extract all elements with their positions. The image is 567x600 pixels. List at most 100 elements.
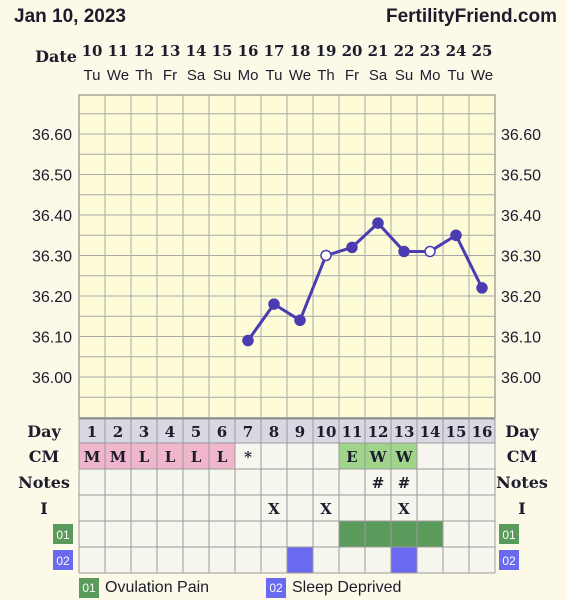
cycle-day: 16 bbox=[472, 423, 493, 441]
y-tick-label-right: 36.40 bbox=[501, 208, 541, 225]
y-tick-label-left: 36.10 bbox=[32, 330, 72, 347]
y-tick-label-left: 36.00 bbox=[32, 370, 72, 387]
cycle-day: 15 bbox=[446, 423, 467, 441]
cm-highlight bbox=[157, 443, 183, 469]
temperature-point bbox=[476, 282, 488, 294]
date-day: 22 bbox=[394, 42, 415, 60]
y-tick-label-right: 36.30 bbox=[501, 249, 541, 266]
y-tick-label-left: 36.20 bbox=[32, 289, 72, 306]
date-weekday: We bbox=[107, 67, 129, 84]
cycle-day: 1 bbox=[87, 423, 97, 441]
custom-01-mark bbox=[339, 521, 365, 547]
date-weekday: Tu bbox=[84, 67, 101, 84]
row-label-intercourse-right: I bbox=[518, 499, 525, 518]
custom-code-text-right: 01 bbox=[502, 528, 516, 542]
row-label-cm-right: CM bbox=[507, 447, 537, 466]
y-tick-label-left: 36.60 bbox=[32, 127, 72, 144]
date-day: 16 bbox=[238, 42, 259, 60]
cm-value: W bbox=[369, 448, 388, 466]
date-day: 23 bbox=[420, 42, 441, 60]
date-day: 11 bbox=[108, 42, 129, 60]
row-label-day-right: Day bbox=[505, 422, 539, 441]
legend-label-01: Ovulation Pain bbox=[105, 579, 210, 596]
cm-highlight bbox=[365, 443, 391, 469]
custom-code-text-left: 01 bbox=[56, 528, 70, 542]
cm-value: L bbox=[191, 448, 202, 466]
date-day: 18 bbox=[290, 42, 311, 60]
custom-02-mark bbox=[391, 547, 417, 573]
y-tick-label-right: 36.20 bbox=[501, 289, 541, 306]
cm-value: M bbox=[84, 448, 101, 466]
date-weekday: Su bbox=[395, 67, 413, 84]
cycle-day: 4 bbox=[165, 423, 175, 441]
temperature-point bbox=[372, 217, 384, 229]
site-name: FertilityFriend.com bbox=[385, 6, 557, 27]
row-label-notes-right: Notes bbox=[496, 473, 548, 492]
cycle-day: 8 bbox=[269, 423, 279, 441]
cm-highlight bbox=[105, 443, 131, 469]
date-day: 12 bbox=[134, 42, 155, 60]
date-weekday: Fr bbox=[345, 67, 359, 84]
y-tick-label-right: 36.50 bbox=[501, 168, 541, 185]
date-day: 25 bbox=[472, 42, 493, 60]
cycle-day: 10 bbox=[316, 423, 337, 441]
temperature-point bbox=[398, 245, 410, 258]
temperature-line bbox=[246, 221, 484, 342]
temperature-point bbox=[450, 229, 462, 241]
cm-highlight bbox=[339, 443, 365, 469]
cycle-day: 7 bbox=[243, 423, 253, 441]
temperature-point bbox=[346, 241, 358, 254]
date-day: 13 bbox=[160, 42, 181, 60]
chart-date: Jan 10, 2023 bbox=[14, 6, 126, 27]
cm-value: E bbox=[346, 448, 357, 466]
cm-value: L bbox=[139, 448, 150, 466]
custom-code-box-right bbox=[499, 524, 519, 544]
date-weekday: Fr bbox=[163, 67, 177, 84]
cm-highlight bbox=[209, 443, 235, 469]
cm-value: L bbox=[217, 448, 228, 466]
cm-value: W bbox=[395, 448, 414, 466]
temperature-point bbox=[268, 298, 280, 310]
date-weekday: Su bbox=[213, 67, 231, 84]
cycle-day: 13 bbox=[394, 423, 415, 441]
custom-02-mark bbox=[287, 547, 313, 573]
custom-code-text-right: 02 bbox=[502, 554, 516, 568]
temperature-point bbox=[294, 314, 306, 327]
row-label-intercourse-left: I bbox=[40, 499, 47, 518]
date-weekday: Sa bbox=[187, 67, 206, 84]
temperature-point-open bbox=[320, 249, 332, 262]
y-tick-label-left: 36.30 bbox=[32, 249, 72, 266]
date-weekday: Th bbox=[317, 67, 335, 84]
date-weekday: Th bbox=[135, 67, 153, 84]
y-tick-label-left: 36.50 bbox=[32, 168, 72, 185]
date-row-label: Date bbox=[35, 47, 77, 66]
custom-01-mark bbox=[365, 521, 391, 547]
date-day: 24 bbox=[446, 42, 467, 60]
date-weekday: Mo bbox=[238, 67, 259, 84]
cm-value: * bbox=[244, 448, 252, 466]
cm-value: L bbox=[165, 448, 176, 466]
y-tick-label-right: 36.10 bbox=[501, 330, 541, 347]
row-label-cm-left: CM bbox=[29, 447, 59, 466]
intercourse-marker: X bbox=[398, 500, 410, 518]
custom-code-box-right bbox=[499, 550, 519, 570]
date-weekday: Sa bbox=[369, 67, 388, 84]
legend-swatch-02: 02 bbox=[266, 578, 286, 598]
cycle-day: 9 bbox=[295, 423, 305, 441]
date-day: 20 bbox=[342, 42, 363, 60]
cm-highlight bbox=[183, 443, 209, 469]
date-weekday: Mo bbox=[420, 67, 441, 84]
note-marker: # bbox=[398, 474, 411, 492]
cycle-day: 6 bbox=[217, 423, 227, 441]
legend-swatch-01: 01 bbox=[79, 578, 99, 598]
date-weekday: Tu bbox=[448, 67, 465, 84]
custom-01-mark bbox=[391, 521, 417, 547]
cm-highlight bbox=[131, 443, 157, 469]
cycle-day: 12 bbox=[368, 423, 389, 441]
date-day: 17 bbox=[264, 42, 285, 60]
intercourse-marker: X bbox=[268, 500, 280, 518]
temperature-point-open bbox=[424, 245, 436, 258]
custom-code-box-left bbox=[53, 524, 73, 544]
date-day: 21 bbox=[368, 42, 389, 60]
